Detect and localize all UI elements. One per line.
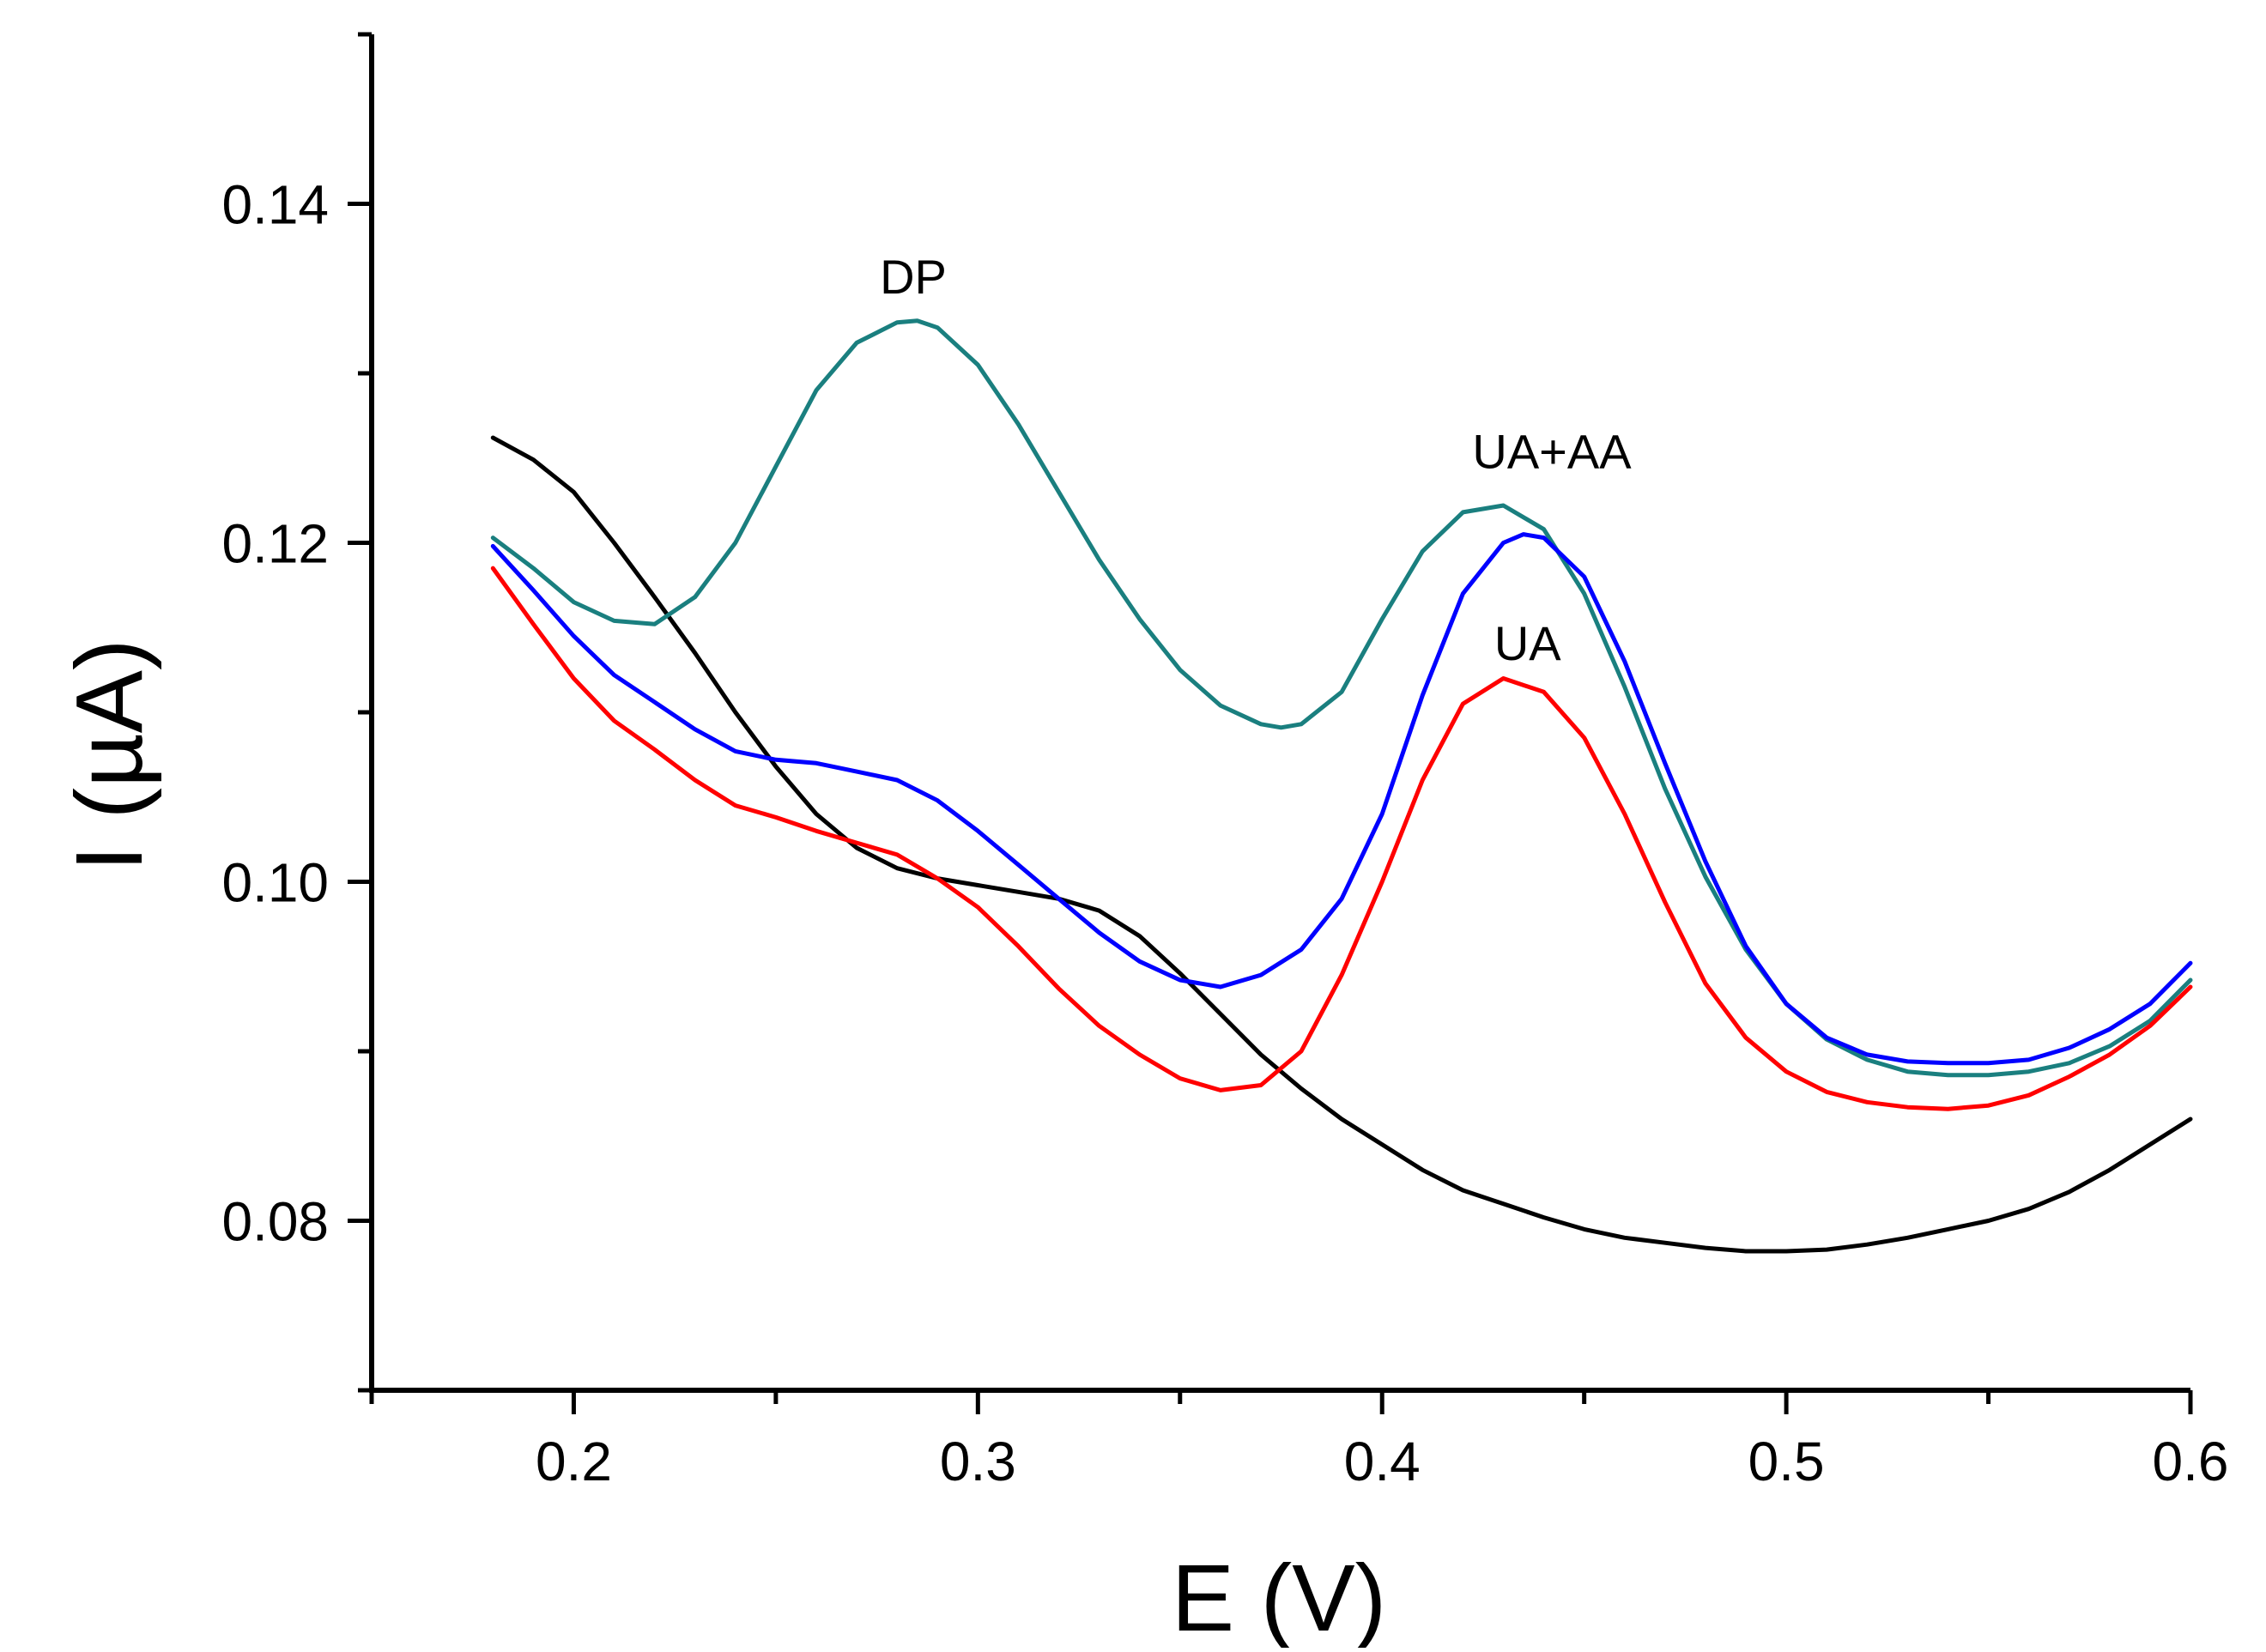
series-line-black (490, 435, 2193, 1254)
series-line-dp (490, 318, 2193, 1078)
annotation-label: UA+AA (1472, 425, 1632, 479)
annotation-label: DP (880, 250, 947, 304)
x-tick-label: 0.5 (1748, 1431, 1825, 1492)
x-tick-label: 0.6 (2153, 1431, 2229, 1492)
series-line-ua (490, 566, 2193, 1111)
x-tick-label: 0.4 (1344, 1431, 1421, 1492)
y-tick-label: 0.08 (221, 1191, 329, 1253)
y-axis-title: I (µA) (57, 638, 162, 871)
series-layer (490, 318, 2193, 1254)
x-tick-label: 0.3 (940, 1431, 1016, 1492)
annotation-label: UA (1494, 616, 1561, 670)
x-axis-title: E (V) (1172, 1546, 1387, 1648)
x-tick-label: 0.2 (536, 1431, 612, 1492)
y-tick-label: 0.10 (221, 852, 329, 914)
axes: 0.2 0.3 0.4 0.5 0.6 0.08 0.10 0.12 0.14 (221, 32, 2229, 1492)
annotations: DP UA+AA UA (880, 250, 1632, 670)
y-tick-label: 0.12 (221, 513, 329, 575)
series-line-ua-aa (490, 532, 2193, 1066)
y-tick-label: 0.14 (221, 174, 329, 236)
